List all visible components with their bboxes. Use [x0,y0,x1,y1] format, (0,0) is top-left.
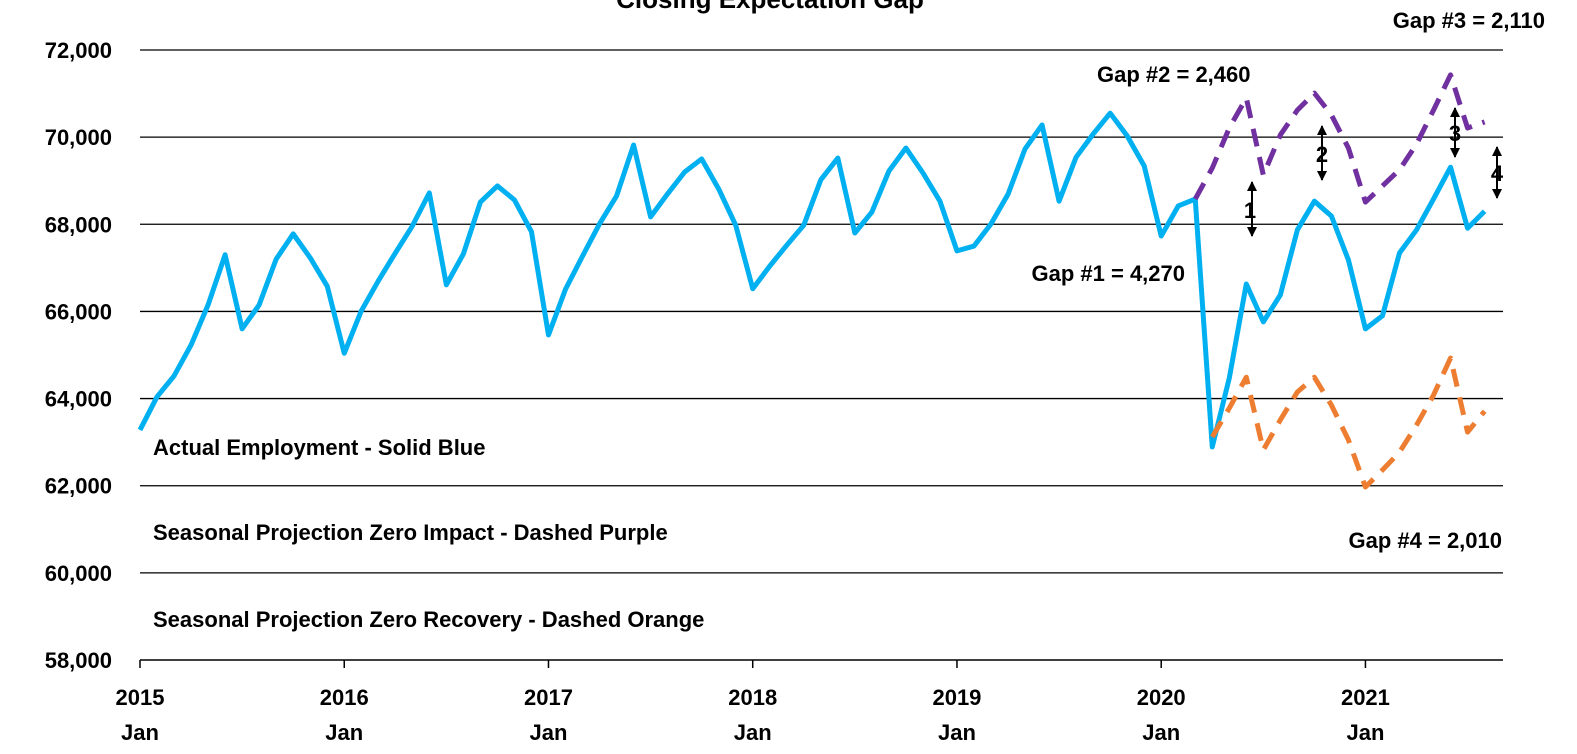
gap-marker: 3 [1449,121,1461,146]
y-tick-label: 70,000 [45,125,112,150]
series-line [1193,72,1486,205]
legend-label: Actual Employment - Solid Blue [153,435,485,460]
x-tick-label: 2016 Jan [320,685,369,745]
annotation: Gap #4 = 2,010 [1349,528,1503,553]
x-tick-label: 2015 Jan [116,685,165,745]
y-tick-label: 62,000 [45,474,112,499]
x-tick-label: 2019 Jan [932,685,981,745]
y-tick-label: 68,000 [45,212,112,237]
gap-marker: 4 [1491,161,1504,186]
chart-title: Closing Expectation Gap [616,0,924,14]
annotation: Gap #1 = 4,270 [1032,261,1186,286]
x-tick-label: 2020 Jan [1137,685,1186,745]
y-tick-label: 60,000 [45,561,112,586]
legend-label: Seasonal Projection Zero Impact - Dashed… [153,520,668,545]
annotation: Gap #2 = 2,460 [1097,62,1251,87]
x-tick-label: 2017 Jan [524,685,573,745]
y-tick-label: 72,000 [45,38,112,63]
legend-label: Seasonal Projection Zero Recovery - Dash… [153,607,704,632]
x-tick-label: 2018 Jan [728,685,777,745]
x-tick-label: 2021 Jan [1341,685,1390,745]
gap-marker: 1 [1244,198,1256,223]
annotation: Gap #3 = 2,110 [1393,8,1545,33]
y-tick-label: 66,000 [45,299,112,324]
y-tick-label: 58,000 [45,648,112,673]
y-tick-label: 64,000 [45,387,112,412]
series-line [1210,355,1487,490]
series-line [137,110,1487,450]
gap-marker: 2 [1316,142,1328,167]
